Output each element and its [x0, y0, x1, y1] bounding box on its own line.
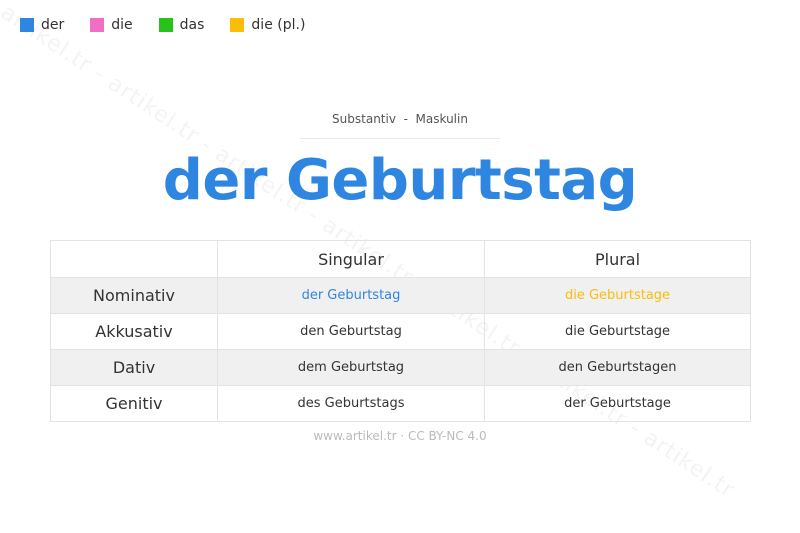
das-swatch-icon [158, 18, 173, 32]
table-row: Akkusativ den Geburtstag die Geburtstage [50, 313, 751, 350]
case-label: Genitiv [50, 385, 218, 422]
legend-item-plural: die (pl.) [230, 17, 305, 33]
word-type: Substantiv - Maskulin [332, 112, 468, 126]
plural-cell: die Geburtstage [484, 277, 751, 314]
plural-cell: die Geburtstage [484, 313, 751, 350]
case-label: Nominativ [50, 277, 218, 314]
singular-cell: des Geburtstags [217, 385, 485, 422]
table-header-row: Singular Plural [50, 240, 751, 278]
singular-cell: dem Geburtstag [217, 349, 485, 386]
legend-label: die [111, 17, 133, 33]
declension-table: Singular Plural Nominativ der Geburtstag… [50, 240, 751, 422]
case-label: Dativ [50, 349, 218, 386]
header-plural: Plural [484, 240, 751, 278]
legend-item-das: das [158, 17, 205, 33]
legend-label: die (pl.) [251, 17, 306, 33]
plural-cell: der Geburtstage [484, 385, 751, 422]
die-swatch-icon [90, 18, 105, 32]
plural-cell: den Geburtstagen [484, 349, 751, 386]
divider [300, 138, 500, 139]
legend-item-der: der [20, 17, 64, 33]
page-title: der Geburtstag [162, 148, 638, 213]
gender-legend: der die das die (pl.) [20, 17, 331, 33]
case-label: Akkusativ [50, 313, 218, 350]
plural-swatch-icon [230, 18, 245, 32]
header-empty [50, 240, 218, 278]
footer-credit: www.artikel.tr · CC BY-NC 4.0 [313, 429, 487, 443]
table-row: Nominativ der Geburtstag die Geburtstage [50, 277, 751, 314]
table-row: Genitiv des Geburtstags der Geburtstage [50, 385, 751, 422]
legend-label: das [179, 17, 205, 33]
legend-item-die: die [90, 17, 133, 33]
der-swatch-icon [20, 18, 34, 32]
singular-cell: den Geburtstag [217, 313, 485, 350]
table-row: Dativ dem Geburtstag den Geburtstagen [50, 349, 751, 386]
singular-cell: der Geburtstag [217, 277, 485, 314]
header-singular: Singular [217, 240, 485, 278]
legend-label: der [41, 17, 65, 33]
